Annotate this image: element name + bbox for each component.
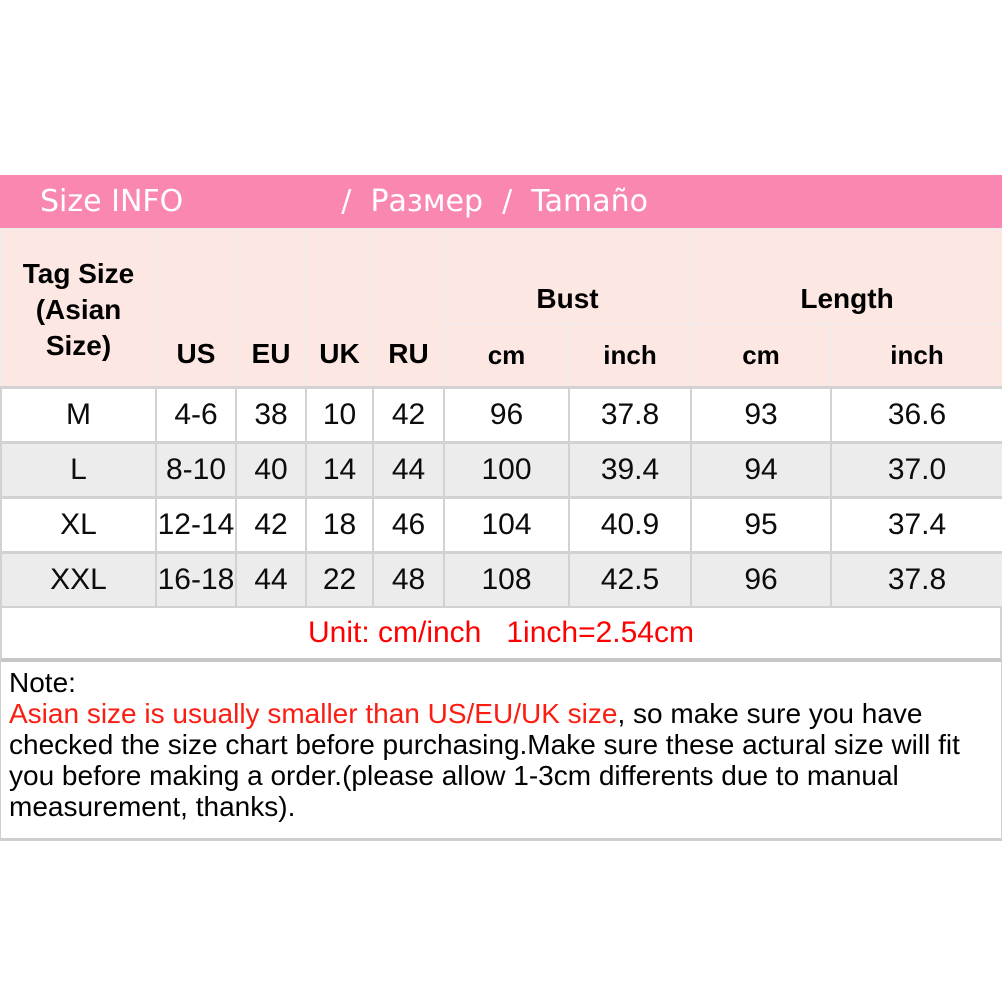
cell-tag: XL bbox=[0, 495, 157, 553]
cell-ru: 42 bbox=[372, 385, 445, 443]
size-table-header: Tag Size (Asian Size) US EU UK RU Bust L… bbox=[0, 228, 1002, 388]
unit-conversion-row: Unit: cm/inch 1inch=2.54cm bbox=[0, 608, 1002, 662]
size-chart-content: Size INFO / Размер / Tamaño Tag Size (As… bbox=[0, 175, 1002, 841]
cell-eu: 40 bbox=[235, 440, 307, 498]
cell-bust-inch: 37.8 bbox=[567, 385, 693, 443]
cell-uk: 14 bbox=[305, 440, 374, 498]
cell-bust-cm: 96 bbox=[443, 385, 570, 443]
table-row-m: M 4-6 38 10 42 96 37.8 93 36.6 bbox=[0, 385, 1002, 443]
cell-ru: 48 bbox=[372, 550, 445, 608]
cell-length-cm: 96 bbox=[690, 550, 833, 608]
cell-length-cm: 95 bbox=[690, 495, 833, 553]
table-row-l: L 8-10 40 14 44 100 39.4 94 37.0 bbox=[0, 440, 1002, 498]
cell-length-cm: 93 bbox=[690, 385, 833, 443]
cell-tag: L bbox=[0, 440, 157, 498]
cell-length-inch: 36.6 bbox=[830, 385, 1002, 443]
cell-length-inch: 37.8 bbox=[830, 550, 1002, 608]
cell-bust-cm: 108 bbox=[443, 550, 570, 608]
header-tag-size: Tag Size (Asian Size) bbox=[0, 228, 157, 388]
cell-uk: 18 bbox=[305, 495, 374, 553]
cell-eu: 44 bbox=[235, 550, 307, 608]
note-black-text: , so make sure you have checked the size… bbox=[9, 698, 960, 822]
cell-bust-inch: 39.4 bbox=[567, 440, 693, 498]
note-red-warning: Asian size is usually smaller than US/EU… bbox=[9, 698, 618, 729]
cell-length-inch: 37.4 bbox=[830, 495, 1002, 553]
cell-length-inch: 37.0 bbox=[830, 440, 1002, 498]
size-table: Tag Size (Asian Size) US EU UK RU Bust L… bbox=[0, 228, 1002, 608]
cell-eu: 42 bbox=[235, 495, 307, 553]
header-us: US bbox=[155, 228, 237, 388]
header-uk: UK bbox=[305, 228, 374, 388]
note-section: Note: Asian size is usually smaller than… bbox=[0, 662, 1002, 841]
title-size-info: Size INFO bbox=[40, 184, 184, 219]
cell-uk: 10 bbox=[305, 385, 374, 443]
cell-eu: 38 bbox=[235, 385, 307, 443]
cell-uk: 22 bbox=[305, 550, 374, 608]
table-row-xxl: XXL 16-18 44 22 48 108 42.5 96 37.8 bbox=[0, 550, 1002, 608]
cell-us: 16-18 bbox=[155, 550, 237, 608]
cell-us: 4-6 bbox=[155, 385, 237, 443]
header-ru: RU bbox=[372, 228, 445, 388]
cell-bust-cm: 100 bbox=[443, 440, 570, 498]
cell-bust-inch: 42.5 bbox=[567, 550, 693, 608]
header-length-cm: cm bbox=[690, 323, 833, 388]
header-bust-cm: cm bbox=[443, 323, 570, 388]
cell-us: 8-10 bbox=[155, 440, 237, 498]
cell-tag: M bbox=[0, 385, 157, 443]
cell-tag: XXL bbox=[0, 550, 157, 608]
header-length-inch: inch bbox=[830, 323, 1002, 388]
size-info-title-bar: Size INFO / Размер / Tamaño bbox=[0, 175, 1002, 228]
header-length-group: Length bbox=[690, 228, 1002, 325]
note-paragraph: Asian size is usually smaller than US/EU… bbox=[9, 698, 991, 822]
cell-ru: 46 bbox=[372, 495, 445, 553]
unit-conversion-text: Unit: cm/inch 1inch=2.54cm bbox=[307, 616, 694, 649]
title-translations: / Размер / Tamaño bbox=[341, 184, 648, 219]
header-bust-inch: inch bbox=[567, 323, 693, 388]
cell-length-cm: 94 bbox=[690, 440, 833, 498]
cell-bust-inch: 40.9 bbox=[567, 495, 693, 553]
header-bust-group: Bust bbox=[442, 228, 693, 325]
header-eu: EU bbox=[235, 228, 307, 388]
table-row-xl: XL 12-14 42 18 46 104 40.9 95 37.4 bbox=[0, 495, 1002, 553]
cell-us: 12-14 bbox=[155, 495, 237, 553]
cell-bust-cm: 104 bbox=[443, 495, 570, 553]
cell-ru: 44 bbox=[372, 440, 445, 498]
note-label: Note: bbox=[9, 667, 76, 698]
